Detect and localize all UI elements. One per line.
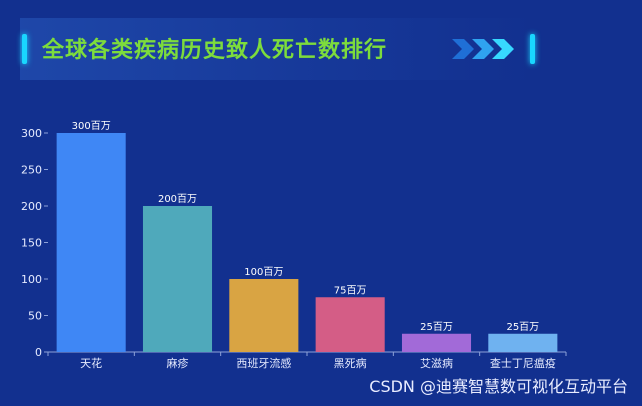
bar-value-labels: 300百万 200百万 100百万 75百万 25百万 25百万 (72, 120, 540, 333)
y-tick-label: 150 (21, 237, 42, 250)
x-tick-label: 黑死病 (334, 356, 367, 370)
page-title: 全球各类疾病历史致人死亡数排行 (42, 38, 388, 63)
x-tick-label: 艾滋病 (420, 356, 453, 370)
y-axis-ticks: 0 50 100 150 200 250 300 (21, 127, 48, 359)
bar-value-label: 300百万 (72, 120, 111, 132)
bar-value-label: 200百万 (158, 193, 197, 205)
bar-5[interactable] (488, 333, 558, 352)
bar-value-label: 75百万 (334, 284, 367, 296)
bars (56, 133, 558, 352)
title-banner: 全球各类疾病历史致人死亡数排行 (20, 18, 536, 80)
x-axis-labels: 天花 麻疹 西班牙流感 黑死病 艾滋病 查士丁尼瘟疫 (47, 352, 567, 370)
bar-value-label: 25百万 (420, 321, 453, 333)
bar-4[interactable] (401, 333, 472, 352)
y-tick-label: 0 (35, 346, 42, 359)
title-left-accent (22, 34, 27, 64)
bar-2[interactable] (229, 279, 299, 352)
bar-3[interactable] (315, 297, 385, 352)
bar-value-label: 25百万 (506, 321, 539, 333)
x-tick-label: 天花 (80, 357, 102, 370)
y-tick-label: 300 (21, 127, 42, 140)
y-tick-label: 250 (21, 164, 42, 177)
y-tick-label: 50 (28, 310, 42, 323)
chevron-arrows-icon (452, 39, 514, 59)
x-tick-label: 查士丁尼瘟疫 (490, 356, 556, 370)
x-tick-label: 麻疹 (167, 356, 189, 370)
x-tick-label: 西班牙流感 (236, 356, 291, 370)
title-right-accent (530, 34, 535, 64)
y-tick-label: 200 (21, 200, 42, 213)
bar-1[interactable] (142, 206, 213, 352)
watermark: CSDN @迪赛智慧数可视化互动平台 (369, 377, 628, 396)
bar-value-label: 100百万 (244, 266, 283, 278)
y-tick-label: 100 (21, 273, 42, 286)
bar-0[interactable] (56, 133, 126, 352)
